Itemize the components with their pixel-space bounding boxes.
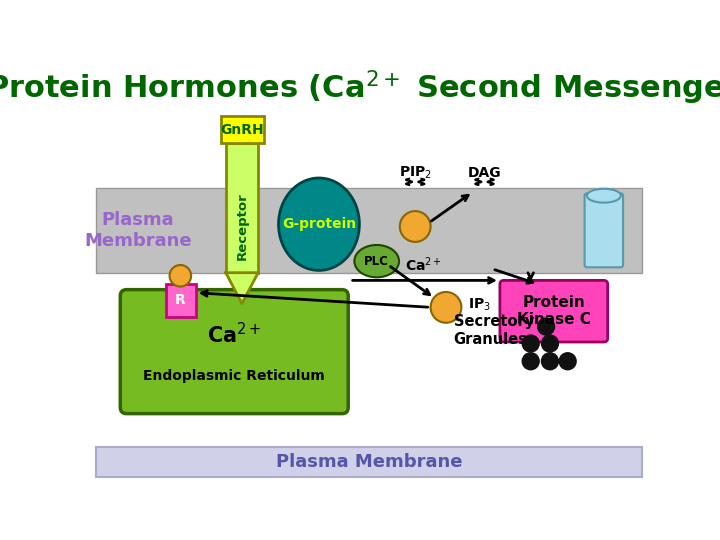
FancyBboxPatch shape: [221, 117, 264, 143]
Text: Secretory
Granules: Secretory Granules: [454, 314, 534, 347]
Ellipse shape: [587, 189, 621, 202]
FancyBboxPatch shape: [226, 143, 258, 273]
Text: Ca$^{2+}$: Ca$^{2+}$: [405, 255, 441, 274]
Text: PLC: PLC: [364, 255, 389, 268]
Text: GnRH: GnRH: [220, 123, 264, 137]
Circle shape: [541, 353, 559, 370]
Text: Receptor: Receptor: [235, 193, 248, 260]
Text: Protein
Kinase C: Protein Kinase C: [517, 295, 590, 327]
Circle shape: [170, 265, 191, 287]
Text: R: R: [175, 293, 186, 307]
FancyBboxPatch shape: [585, 193, 623, 267]
Text: IP$_3$: IP$_3$: [467, 297, 490, 313]
Circle shape: [538, 318, 554, 335]
Ellipse shape: [354, 245, 399, 278]
FancyBboxPatch shape: [166, 284, 196, 316]
Text: Plasma
Membrane: Plasma Membrane: [84, 211, 192, 249]
Text: Endoplasmic Reticulum: Endoplasmic Reticulum: [143, 369, 325, 383]
FancyBboxPatch shape: [500, 280, 608, 342]
FancyBboxPatch shape: [96, 448, 642, 477]
Circle shape: [431, 292, 462, 323]
Text: PIP$_2$: PIP$_2$: [399, 164, 431, 181]
FancyBboxPatch shape: [120, 289, 348, 414]
Ellipse shape: [279, 178, 359, 271]
Circle shape: [559, 353, 576, 370]
Text: Plasma Membrane: Plasma Membrane: [276, 453, 462, 471]
Text: G-protein: G-protein: [282, 217, 356, 231]
Text: Ca$^{2+}$: Ca$^{2+}$: [207, 322, 261, 347]
Polygon shape: [226, 273, 258, 303]
Text: Protein Hormones (Ca$^{2+}$ Second Messenger): Protein Hormones (Ca$^{2+}$ Second Messe…: [0, 69, 720, 107]
Circle shape: [522, 335, 539, 352]
Text: DAG: DAG: [468, 166, 501, 180]
Circle shape: [541, 335, 559, 352]
Circle shape: [400, 211, 431, 242]
FancyBboxPatch shape: [96, 188, 642, 273]
Circle shape: [522, 353, 539, 370]
